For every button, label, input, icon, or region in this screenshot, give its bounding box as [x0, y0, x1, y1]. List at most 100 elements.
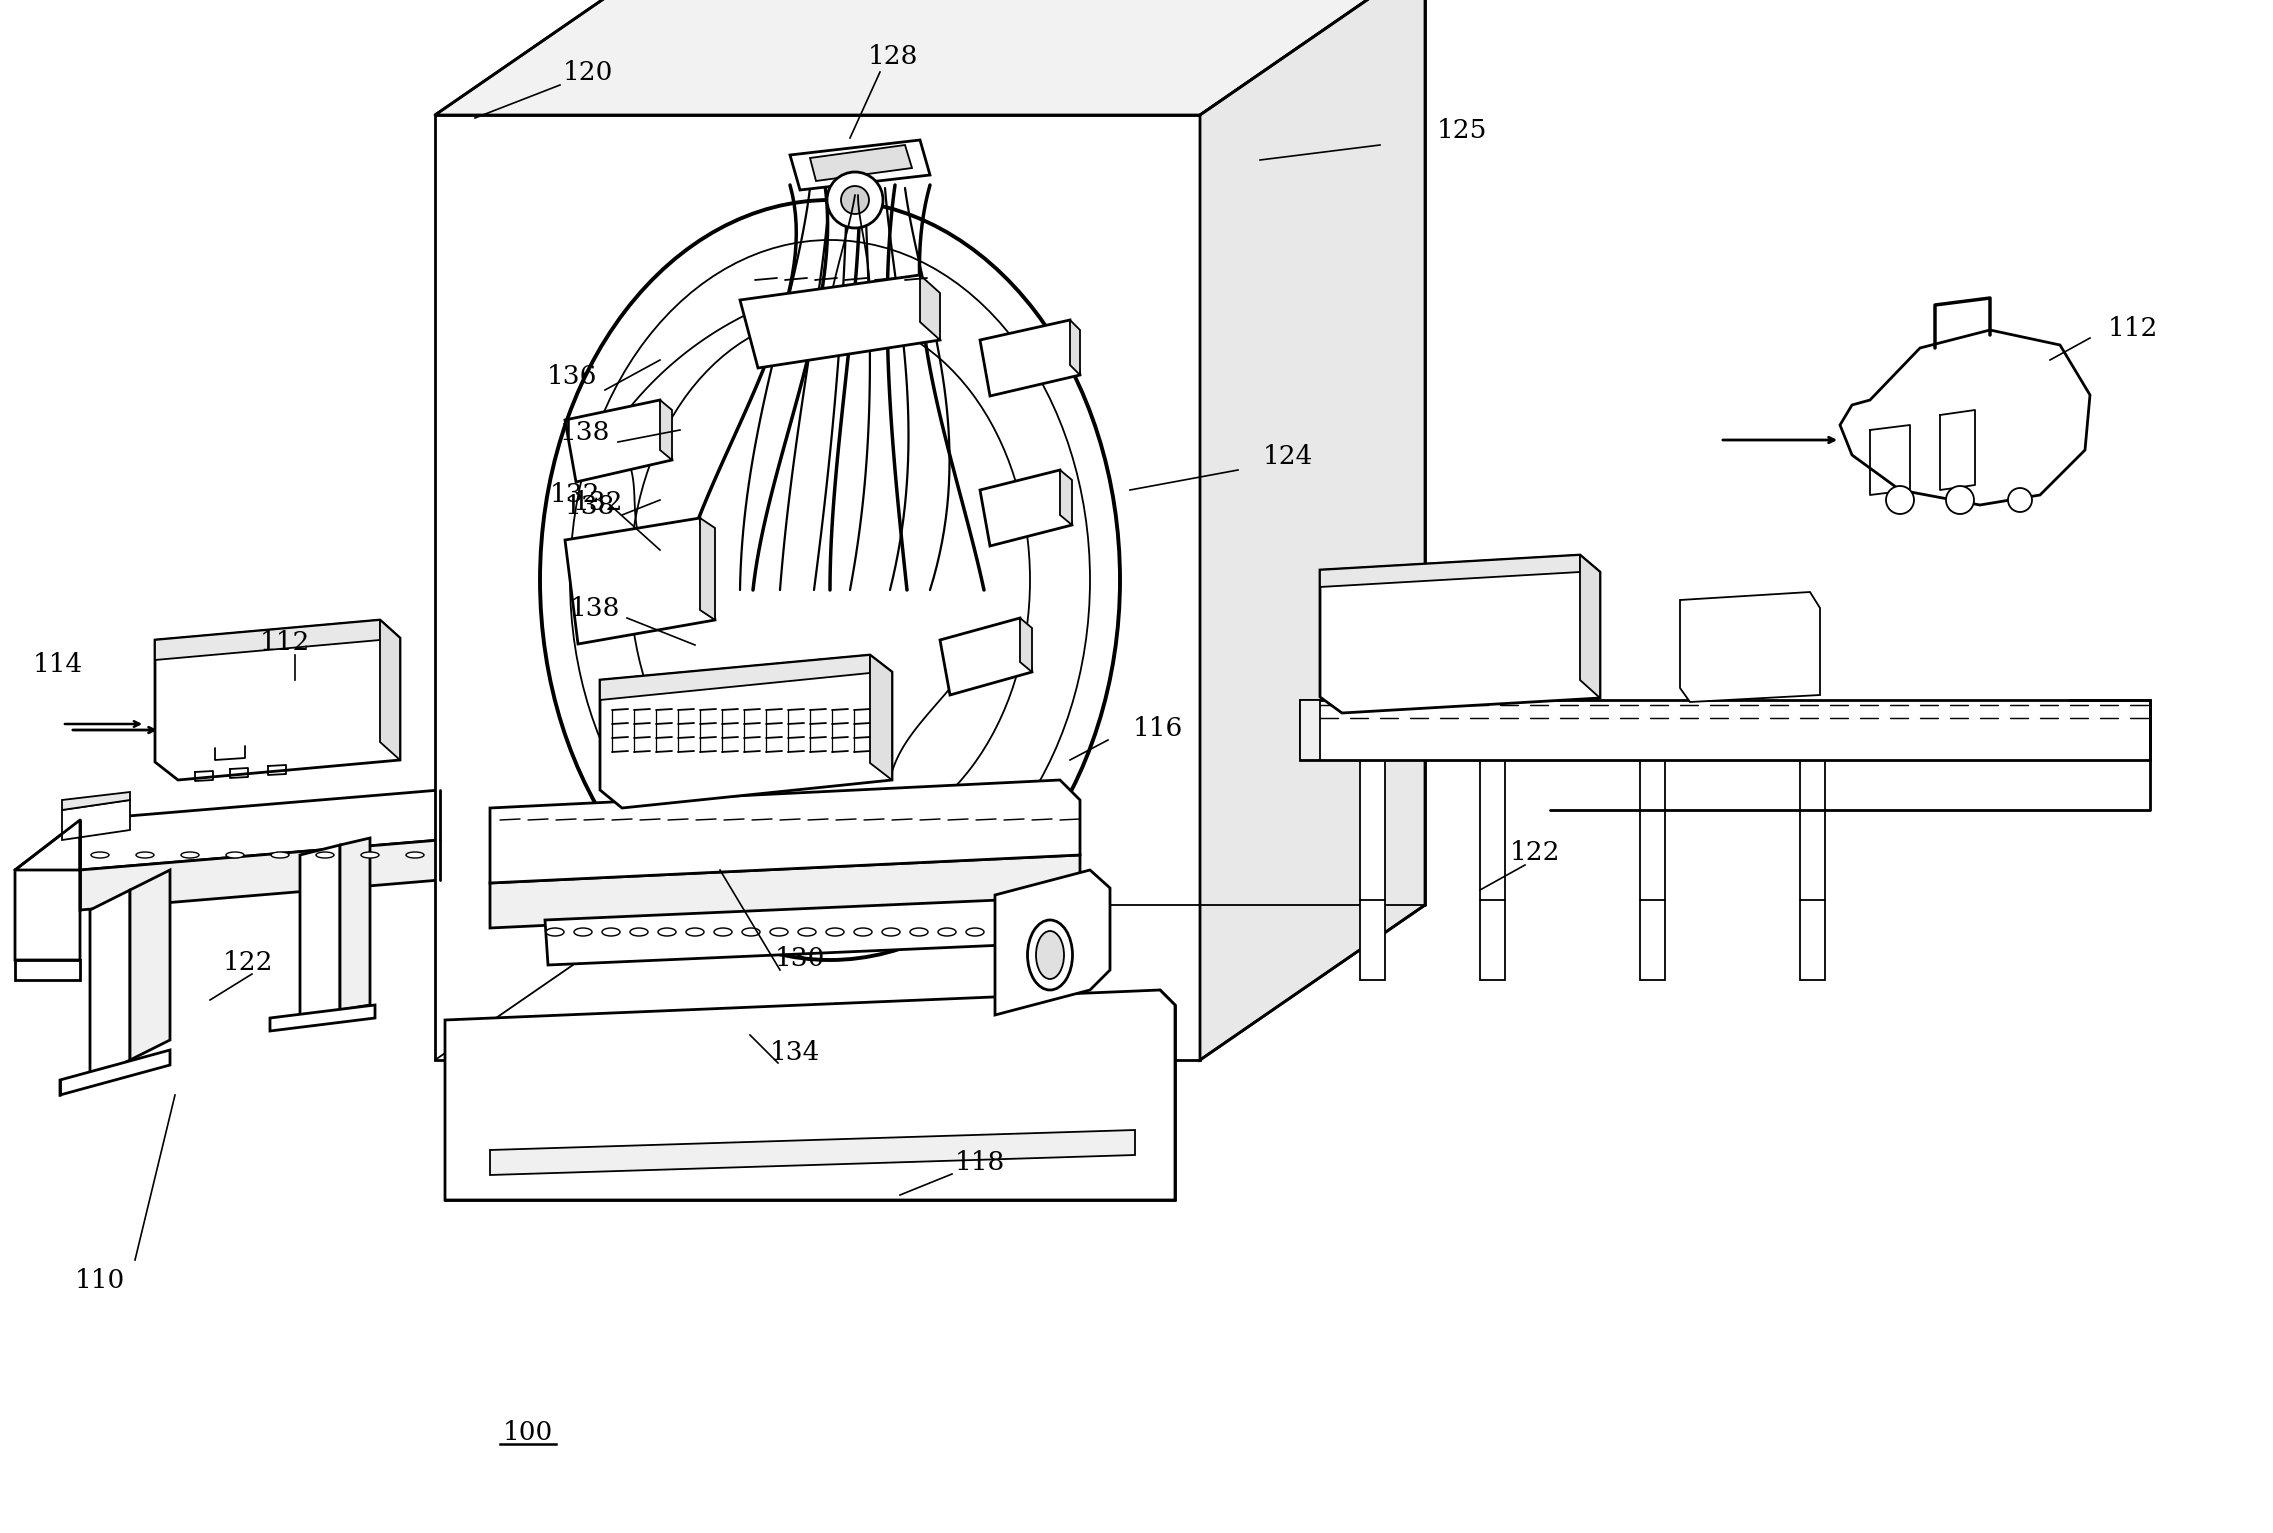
Ellipse shape	[909, 927, 927, 937]
Polygon shape	[1580, 555, 1600, 698]
Polygon shape	[59, 1050, 170, 1095]
Ellipse shape	[939, 927, 957, 937]
Ellipse shape	[316, 852, 334, 858]
Ellipse shape	[407, 852, 425, 858]
Text: 138: 138	[564, 495, 616, 520]
Text: 112: 112	[259, 630, 309, 655]
Ellipse shape	[630, 927, 648, 937]
Text: 122: 122	[223, 949, 273, 975]
Ellipse shape	[825, 927, 843, 937]
Polygon shape	[1480, 760, 1505, 980]
Circle shape	[827, 172, 882, 228]
Ellipse shape	[270, 852, 289, 858]
Text: 132: 132	[573, 489, 623, 515]
Text: 134: 134	[771, 1039, 821, 1064]
Polygon shape	[1300, 701, 2150, 760]
Polygon shape	[1680, 592, 1821, 702]
Polygon shape	[659, 400, 673, 460]
Polygon shape	[16, 960, 80, 980]
Ellipse shape	[546, 927, 564, 937]
Polygon shape	[130, 871, 170, 1059]
Ellipse shape	[1036, 931, 1064, 980]
Polygon shape	[446, 990, 1175, 1200]
Text: 138: 138	[559, 420, 609, 445]
Circle shape	[1946, 486, 1973, 514]
Polygon shape	[1071, 320, 1080, 376]
Text: 114: 114	[32, 653, 84, 678]
Ellipse shape	[361, 852, 380, 858]
Polygon shape	[1059, 471, 1073, 524]
Ellipse shape	[1027, 920, 1073, 990]
Polygon shape	[80, 840, 441, 911]
Polygon shape	[1641, 760, 1666, 980]
Polygon shape	[1200, 0, 1425, 1059]
Polygon shape	[270, 1006, 375, 1032]
Polygon shape	[91, 891, 130, 1081]
Circle shape	[841, 185, 868, 215]
Ellipse shape	[966, 927, 984, 937]
Polygon shape	[1321, 555, 1580, 587]
Polygon shape	[600, 655, 891, 808]
Polygon shape	[16, 820, 80, 960]
Polygon shape	[61, 800, 130, 840]
Polygon shape	[491, 855, 1080, 927]
Polygon shape	[434, 0, 1425, 115]
Text: 132: 132	[550, 483, 600, 507]
Polygon shape	[1359, 760, 1384, 980]
Polygon shape	[921, 274, 941, 340]
Polygon shape	[1841, 330, 2089, 504]
Circle shape	[2007, 487, 2032, 512]
Ellipse shape	[575, 927, 591, 937]
Polygon shape	[380, 619, 400, 760]
Ellipse shape	[686, 927, 705, 937]
Polygon shape	[871, 655, 891, 780]
Ellipse shape	[602, 927, 621, 937]
Polygon shape	[80, 789, 441, 871]
Polygon shape	[491, 1130, 1134, 1174]
Text: 138: 138	[571, 595, 621, 621]
Ellipse shape	[741, 927, 759, 937]
Polygon shape	[546, 900, 1005, 964]
Polygon shape	[61, 793, 130, 809]
Polygon shape	[980, 471, 1073, 546]
Ellipse shape	[771, 927, 789, 937]
Ellipse shape	[657, 927, 675, 937]
Polygon shape	[980, 320, 1080, 396]
Text: 122: 122	[1509, 840, 1559, 866]
Text: 120: 120	[564, 60, 614, 86]
Text: 112: 112	[2107, 316, 2157, 340]
Polygon shape	[491, 780, 1080, 883]
Text: 110: 110	[75, 1268, 125, 1292]
Polygon shape	[791, 140, 930, 190]
Polygon shape	[741, 274, 941, 368]
Ellipse shape	[714, 927, 732, 937]
Text: 136: 136	[548, 365, 598, 389]
Ellipse shape	[571, 241, 1091, 920]
Polygon shape	[1800, 760, 1825, 980]
Polygon shape	[1021, 618, 1032, 671]
Ellipse shape	[630, 314, 1030, 845]
Polygon shape	[566, 518, 716, 644]
Ellipse shape	[882, 927, 900, 937]
Polygon shape	[809, 146, 911, 181]
Polygon shape	[341, 839, 370, 1010]
Ellipse shape	[225, 852, 243, 858]
Polygon shape	[700, 518, 716, 619]
Ellipse shape	[541, 199, 1121, 960]
Polygon shape	[155, 619, 400, 780]
Ellipse shape	[136, 852, 155, 858]
Text: 124: 124	[1264, 445, 1314, 469]
Ellipse shape	[798, 927, 816, 937]
Polygon shape	[155, 619, 380, 661]
Text: 128: 128	[868, 44, 918, 69]
Text: 100: 100	[502, 1420, 552, 1444]
Text: 130: 130	[775, 946, 825, 970]
Text: 116: 116	[1132, 716, 1184, 740]
Polygon shape	[434, 115, 1200, 1059]
Polygon shape	[941, 618, 1032, 694]
Polygon shape	[300, 845, 341, 1019]
Polygon shape	[566, 400, 673, 481]
Polygon shape	[1300, 701, 1321, 760]
Text: 125: 125	[1437, 118, 1487, 143]
Polygon shape	[1321, 555, 1600, 713]
